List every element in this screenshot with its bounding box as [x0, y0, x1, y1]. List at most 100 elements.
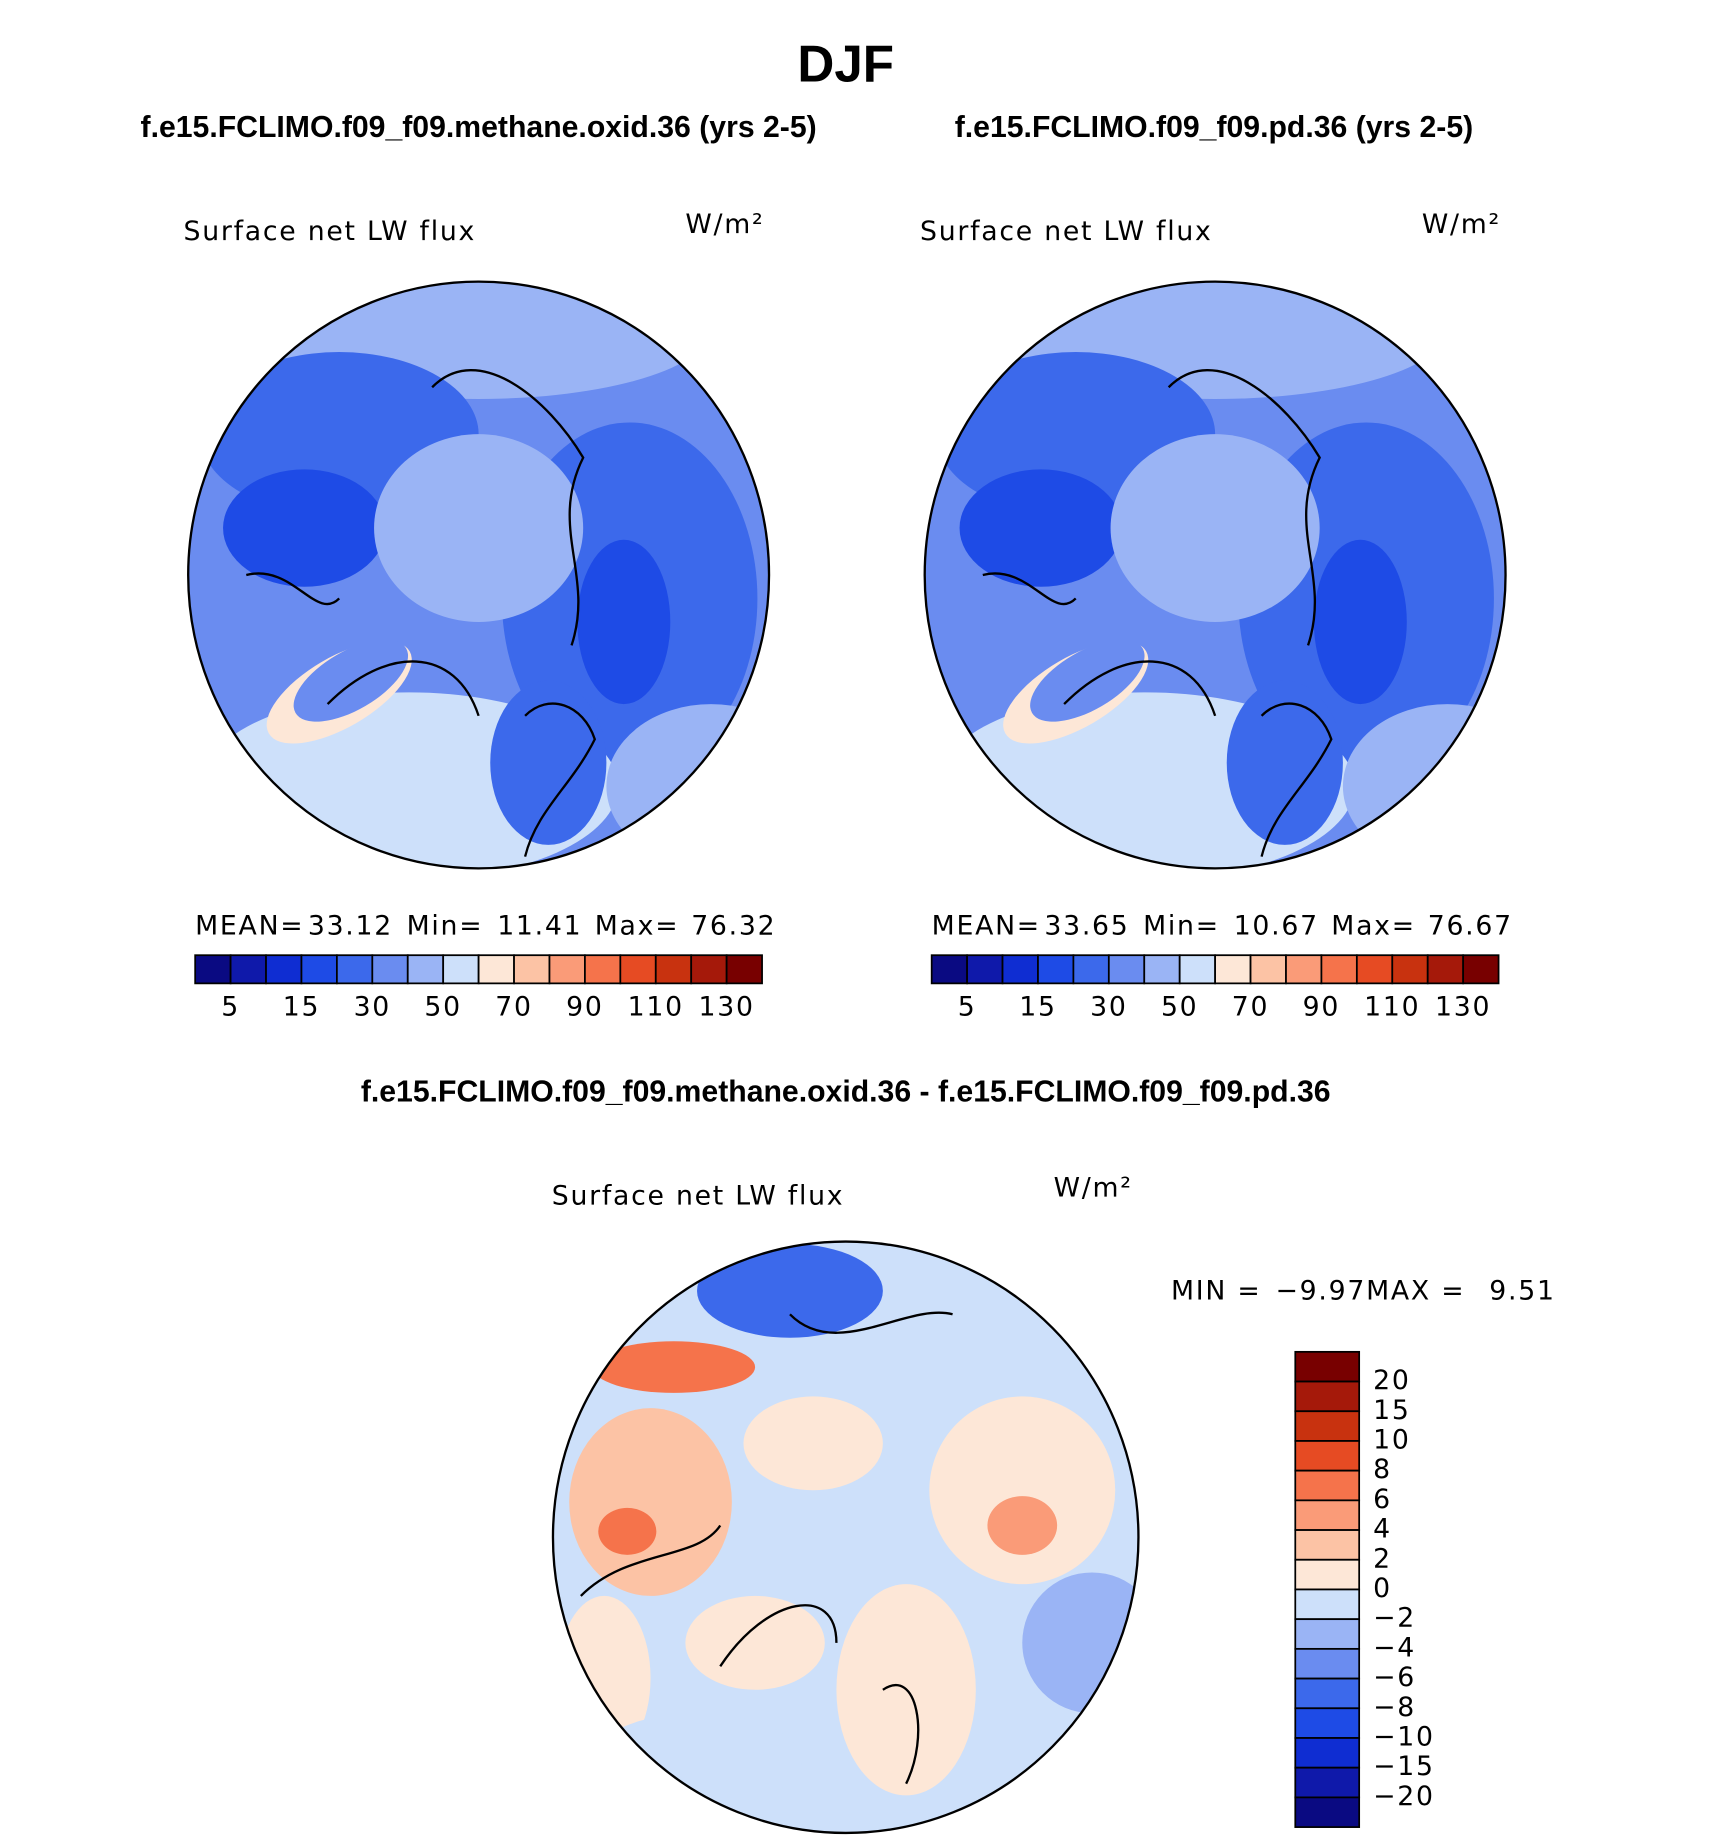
colorbar-label: −20: [1373, 1781, 1435, 1812]
colorbar-label: −2: [1373, 1603, 1416, 1634]
stat-label: Max=: [1331, 910, 1416, 941]
colorbar-label: 30: [354, 991, 391, 1022]
colorbar-box: [1294, 1647, 1361, 1680]
colorbar-label: 50: [1161, 991, 1198, 1022]
map: [924, 281, 1506, 869]
panel-title: f.e15.FCLIMO.f09_f09.methane.oxid.36 (yr…: [141, 111, 817, 144]
stat-value: 76.67: [1428, 910, 1513, 941]
colorbar-box: [1107, 954, 1146, 985]
colorbar-box: [265, 954, 303, 985]
colorbar-box: [1294, 1588, 1361, 1621]
stat-value: −9.97: [1276, 1275, 1367, 1306]
colorbar-label: 15: [1373, 1395, 1410, 1426]
colorbar-label: 20: [1373, 1365, 1410, 1396]
stat-label: Max=: [595, 910, 680, 941]
colorbar-box: [1320, 954, 1358, 985]
units-label: W/m²: [1054, 1172, 1133, 1203]
colorbar-box: [1355, 954, 1394, 985]
figure-title: DJF: [797, 34, 894, 92]
colorbar-label: 90: [1303, 991, 1340, 1022]
stat-label: MAX =: [1366, 1275, 1465, 1306]
colorbar-label: 2: [1373, 1543, 1392, 1574]
map-border: [187, 280, 771, 870]
colorbar-label: 110: [1364, 991, 1420, 1022]
panel-title: f.e15.FCLIMO.f09_f09.methane.oxid.36 - f…: [361, 1076, 1331, 1109]
colorbar-label: 70: [495, 991, 532, 1022]
colorbar-label: 8: [1373, 1454, 1392, 1485]
map: [188, 281, 770, 869]
stat-label: MIN =: [1171, 1275, 1261, 1306]
colorbar-label: −10: [1373, 1721, 1435, 1752]
colorbar-box: [725, 954, 763, 985]
colorbar-box: [229, 954, 267, 985]
colorbar-label: 4: [1373, 1513, 1392, 1544]
colorbar-box: [1037, 954, 1075, 985]
colorbar-box: [1214, 954, 1252, 985]
colorbar-label: −8: [1373, 1692, 1416, 1723]
colorbar-label: 70: [1232, 991, 1269, 1022]
colorbar-box: [1294, 1499, 1361, 1531]
stat-value: 10.67: [1234, 910, 1319, 941]
colorbar-box: [1249, 954, 1287, 985]
colorbar-box: [1178, 954, 1216, 985]
stat-value: 9.51: [1489, 1275, 1555, 1306]
colorbar-box: [654, 954, 693, 985]
colorbar-box: [1294, 1707, 1361, 1739]
colorbar-box: [1294, 1380, 1361, 1413]
colorbar-label: 130: [1435, 991, 1491, 1022]
map-border: [551, 1240, 1140, 1835]
colorbar-box: [1462, 954, 1500, 985]
colorbar-box: [1001, 954, 1039, 985]
colorbar-label: 50: [424, 991, 461, 1022]
colorbar-label: 5: [958, 991, 977, 1022]
colorbar-label: 15: [1019, 991, 1056, 1022]
colorbar-label: 110: [628, 991, 684, 1022]
colorbar-box: [1294, 1737, 1361, 1769]
colorbar-box: [1294, 1796, 1361, 1828]
colorbar-box: [1143, 954, 1181, 985]
colorbar-label: 130: [699, 991, 755, 1022]
stat-label: MEAN=: [195, 910, 304, 941]
colorbar-box: [513, 954, 551, 985]
colorbar-box: [477, 954, 515, 985]
colorbar-label: −4: [1373, 1632, 1416, 1663]
colorbar-label: 90: [566, 991, 603, 1022]
colorbar-box: [966, 954, 1004, 985]
variable-label: Surface net LW flux: [920, 216, 1213, 247]
colorbar-box: [690, 954, 728, 985]
colorbar-box: [1294, 1677, 1361, 1710]
map: [552, 1241, 1139, 1833]
colorbar-box: [371, 954, 409, 985]
colorbar-box: [930, 954, 968, 985]
colorbar-box: [1391, 954, 1429, 985]
colorbar-box: [619, 954, 657, 985]
colorbar-box: [300, 954, 338, 985]
colorbar-box: [406, 954, 445, 985]
colorbar-box: [1294, 1350, 1361, 1383]
panel-title: f.e15.FCLIMO.f09_f09.pd.36 (yrs 2-5): [955, 111, 1473, 144]
stat-label: Min=: [407, 910, 484, 941]
colorbar-box: [1294, 1469, 1361, 1502]
colorbar-box: [1294, 1766, 1361, 1799]
colorbar-label: 15: [283, 991, 320, 1022]
colorbar-label: 5: [221, 991, 240, 1022]
stat-value: 11.41: [497, 910, 582, 941]
colorbar-box: [584, 954, 622, 985]
stat-value: 33.12: [308, 910, 393, 941]
units-label: W/m²: [685, 209, 764, 240]
colorbar-label: 6: [1373, 1484, 1392, 1515]
colorbar-box: [1294, 1440, 1361, 1472]
units-label: W/m²: [1422, 209, 1501, 240]
colorbar-box: [1294, 1529, 1361, 1561]
colorbar-box: [1294, 1558, 1361, 1591]
variable-label: Surface net LW flux: [552, 1180, 845, 1211]
colorbar-label: −6: [1373, 1662, 1416, 1693]
colorbar-box: [1294, 1618, 1361, 1650]
stat-label: Min=: [1143, 910, 1220, 941]
variable-label: Surface net LW flux: [184, 216, 477, 247]
stat-value: 76.32: [691, 910, 776, 941]
colorbar-box: [194, 954, 232, 985]
stat-value: 33.65: [1044, 910, 1129, 941]
